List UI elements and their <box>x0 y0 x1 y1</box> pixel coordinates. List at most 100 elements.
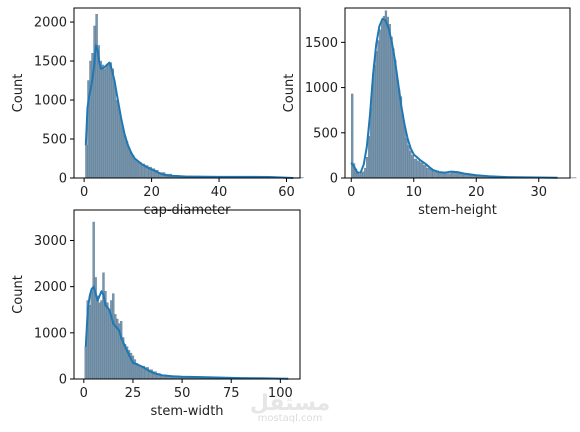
histogram-bar <box>96 295 99 380</box>
histogram-bar <box>119 321 123 380</box>
axes-frame <box>344 7 571 179</box>
histogram-bar <box>135 160 139 179</box>
y-tick-label: 0 <box>330 172 338 187</box>
histogram-bar <box>101 64 104 179</box>
x-tick-label: 40 <box>211 185 228 200</box>
histogram-bar <box>85 145 88 179</box>
histogram-bar <box>390 36 393 179</box>
histogram-bar <box>358 174 361 179</box>
histogram-bar <box>409 150 412 179</box>
plot-area <box>350 10 577 179</box>
histogram-bar <box>407 145 410 179</box>
y-tick-label: 1000 <box>305 81 338 96</box>
axes-frame <box>73 7 301 179</box>
histogram-bar <box>362 171 365 179</box>
histogram-bar <box>107 64 110 179</box>
histogram-bar <box>405 138 408 179</box>
x-tick-label: 30 <box>530 185 547 200</box>
histogram-bar <box>411 155 414 179</box>
x-tick-label: 100 <box>268 386 293 401</box>
histogram-bar <box>451 172 458 179</box>
histogram-bar <box>364 167 367 179</box>
y-tick-label: 2000 <box>34 280 67 295</box>
histogram-bar <box>113 84 117 179</box>
histogram-bar <box>139 365 143 380</box>
histogram-bar <box>416 160 421 179</box>
x-tick-label: 25 <box>125 386 142 401</box>
histogram-bar <box>89 60 92 179</box>
histogram-bar <box>98 302 101 380</box>
histogram-bar <box>366 156 369 179</box>
histogram-bar <box>397 89 401 179</box>
histogram-bar <box>382 15 386 179</box>
histogram-bar <box>102 272 105 380</box>
histogram-bar <box>384 10 388 179</box>
histogram-bar <box>88 304 91 380</box>
x-tick-label: 75 <box>223 386 240 401</box>
histogram-bar <box>106 302 109 380</box>
watermark-logo-text: مستقل <box>250 391 330 416</box>
kde-curve <box>350 17 558 179</box>
histogram-bar <box>100 300 103 380</box>
histogram-bar <box>394 60 397 179</box>
subplot-stem-height: 0 10 20 30 0 500 1000 1500 stem-height Count <box>282 7 577 218</box>
x-axis-label: stem-height <box>418 203 497 218</box>
histogram-bar <box>92 221 95 380</box>
y-tick-label: 2000 <box>34 16 67 31</box>
histogram-bar <box>84 346 87 380</box>
histogram-bar <box>121 127 125 179</box>
histogram-bar <box>386 16 389 179</box>
histogram-bar <box>90 291 93 380</box>
histogram-bar <box>379 29 382 179</box>
histogram-bar <box>99 60 102 179</box>
x-tick-label: 0 <box>80 185 88 200</box>
histogram-bar <box>137 364 141 380</box>
histogram-bar <box>109 62 112 179</box>
y-tick-label: 0 <box>59 373 67 388</box>
histogram-bar <box>108 309 111 380</box>
histogram-bar <box>129 152 133 179</box>
plot-area <box>84 221 297 380</box>
histogram-bar <box>133 158 137 179</box>
histogram-bar <box>367 136 371 179</box>
x-tick-label: 20 <box>143 185 160 200</box>
histogram-bar <box>403 127 406 179</box>
histogram-bar <box>377 40 380 179</box>
axes-frame <box>73 209 301 380</box>
histogram-bar <box>419 162 424 179</box>
y-tick-label: 1000 <box>34 326 67 341</box>
histogram-bar <box>111 68 114 179</box>
x-axis-label: stem-width <box>150 404 223 419</box>
histogram-bar <box>117 107 121 179</box>
x-tick-label: 20 <box>468 185 485 200</box>
x-tick-label: 10 <box>405 185 422 200</box>
histogram-bar <box>444 173 452 179</box>
y-tick-label: 500 <box>313 126 338 141</box>
histogram-bar <box>115 99 119 179</box>
x-tick-label: 0 <box>80 386 88 401</box>
histogram-bar <box>123 135 127 179</box>
histogram-bar <box>381 21 384 179</box>
y-axis-label: Count <box>11 275 26 314</box>
watermark-site-text: mostaql.com <box>258 413 323 424</box>
kde-curve <box>84 285 289 380</box>
kde-curve <box>84 44 294 179</box>
histogram-bar <box>127 147 131 179</box>
ticks: 0 10 20 30 0 500 1000 1500 <box>305 36 547 200</box>
histogram-bar <box>388 24 391 179</box>
y-tick-label: 0 <box>59 172 67 187</box>
x-tick-label: 50 <box>174 386 191 401</box>
x-tick-label: 60 <box>278 185 295 200</box>
histogram-bar <box>119 118 123 179</box>
y-tick-label: 1000 <box>34 94 67 109</box>
ticks: 0 20 40 60 0 500 1000 1500 2000 <box>34 16 295 200</box>
x-tick-label: 0 <box>347 185 355 200</box>
histogram-bar <box>392 48 395 179</box>
watermark-logo: مستقل mostaql.com <box>250 391 330 424</box>
y-tick-label: 1500 <box>34 55 67 70</box>
y-axis-label: Count <box>11 74 26 113</box>
